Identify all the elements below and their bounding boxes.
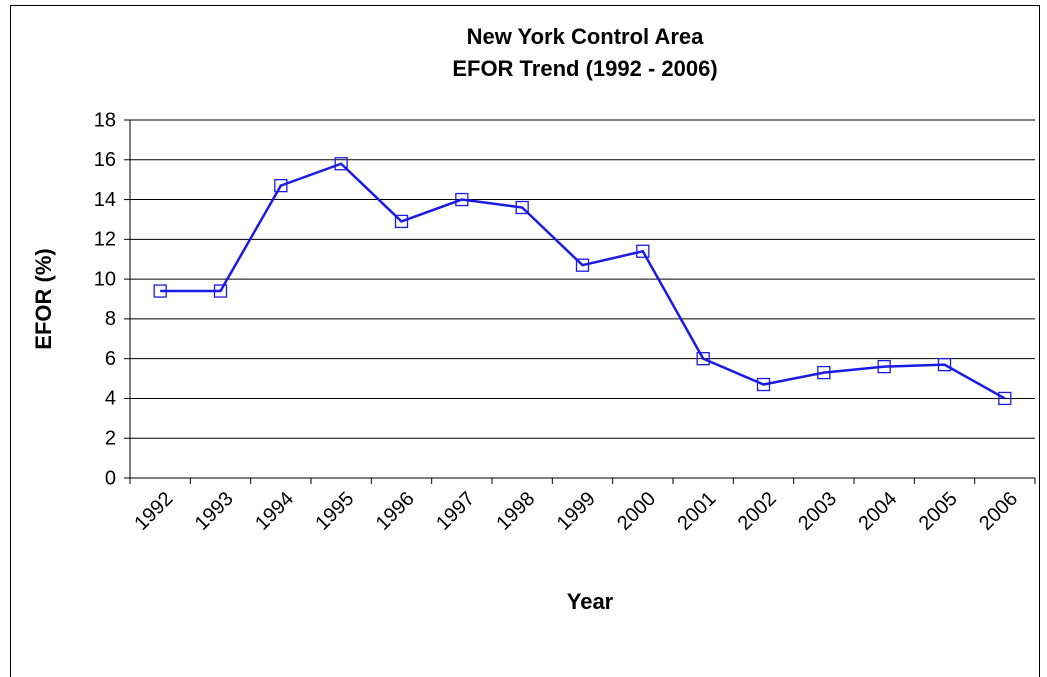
marker xyxy=(515,200,529,215)
y-tick-label: 16 xyxy=(94,149,116,171)
y-tick-label: 6 xyxy=(105,348,116,370)
y-tick-label: 14 xyxy=(94,189,116,211)
marker xyxy=(998,391,1012,406)
y-tick-label: 0 xyxy=(105,467,116,489)
y-tick-label: 12 xyxy=(94,229,116,251)
marker xyxy=(696,352,710,366)
y-tick-label: 18 xyxy=(94,109,116,131)
line xyxy=(160,162,1006,400)
marker xyxy=(877,359,891,374)
marker xyxy=(575,258,590,272)
marker xyxy=(213,284,228,298)
marker xyxy=(153,284,167,298)
marker xyxy=(636,244,650,258)
y-tick-label: 4 xyxy=(105,388,116,410)
marker xyxy=(937,357,952,372)
y-axis-title: EFOR (%) xyxy=(31,248,56,349)
y-tick-label: 2 xyxy=(105,428,116,450)
chart-title: New York Control Area xyxy=(467,24,705,49)
marker xyxy=(817,365,831,380)
marker xyxy=(394,214,409,229)
x-axis-title: Year xyxy=(567,589,614,614)
marker xyxy=(756,377,771,392)
marker xyxy=(334,157,348,171)
y-tick-label: 10 xyxy=(94,268,116,290)
marker xyxy=(455,192,469,207)
chart-title: EFOR Trend (1992 - 2006) xyxy=(452,56,717,81)
chart-frame xyxy=(10,5,1040,677)
y-tick-label: 8 xyxy=(105,308,116,330)
marker xyxy=(274,178,288,193)
